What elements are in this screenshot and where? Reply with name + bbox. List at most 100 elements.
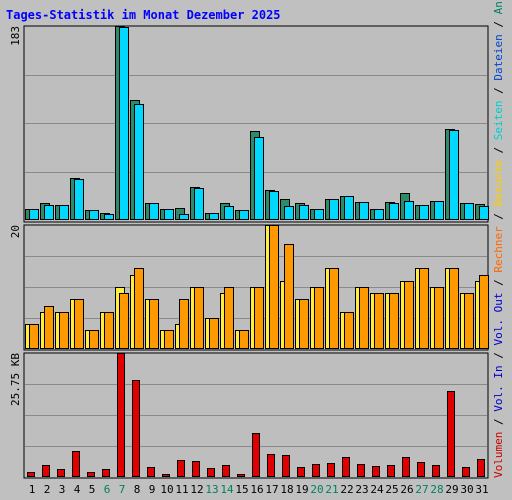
bar-volumen-26 <box>402 457 410 477</box>
x-tick-label-20: 20 <box>310 483 323 496</box>
bar-volumen-31 <box>477 459 485 477</box>
bar-volumen-5 <box>87 472 95 477</box>
bar-volumen-7 <box>117 353 125 477</box>
bar-rechner-7 <box>119 293 129 349</box>
bar-rechner-10 <box>164 330 174 349</box>
legend-segment: / <box>492 14 505 34</box>
bar-volumen-22 <box>342 457 350 477</box>
x-tick-label-1: 1 <box>29 483 36 496</box>
bar-rechner-16 <box>254 287 264 349</box>
bar-seiten-21 <box>329 199 339 220</box>
bar-volumen-2 <box>42 465 50 477</box>
chart-title: Tages-Statistik im Monat Dezember 2025 <box>6 8 281 22</box>
legend-segment: / <box>492 273 505 293</box>
panel2-ymax-label: 20 <box>9 225 22 238</box>
bar-rechner-3 <box>59 312 69 349</box>
legend-segment: / <box>492 206 505 226</box>
x-tick-label-31: 31 <box>475 483 488 496</box>
legend-segment: / <box>492 81 505 101</box>
x-tick-label-25: 25 <box>385 483 398 496</box>
bar-rechner-31 <box>479 275 489 349</box>
bar-volumen-6 <box>102 469 110 477</box>
bar-rechner-22 <box>344 312 354 349</box>
bar-rechner-12 <box>194 287 204 349</box>
x-tick-label-24: 24 <box>370 483 384 496</box>
bar-rechner-30 <box>464 293 474 349</box>
legend-segment: / <box>492 346 505 366</box>
legend-segment: Volumen <box>492 432 505 478</box>
legend-segment: Dateien <box>492 34 505 80</box>
bar-volumen-10 <box>162 474 170 477</box>
bar-rechner-6 <box>104 312 114 349</box>
x-tick-label-22: 22 <box>340 483 353 496</box>
bar-rechner-5 <box>89 330 99 349</box>
bar-seiten-12 <box>194 188 204 220</box>
x-tick-label-6: 6 <box>104 483 111 496</box>
legend-segment: Seiten <box>492 100 505 140</box>
bar-volumen-1 <box>27 472 35 477</box>
bar-rechner-13 <box>209 318 219 349</box>
x-tick-label-26: 26 <box>400 483 413 496</box>
bar-rechner-1 <box>29 324 39 349</box>
bar-volumen-20 <box>312 464 320 477</box>
bar-seiten-8 <box>134 104 144 220</box>
x-tick-label-4: 4 <box>74 483 81 496</box>
bar-seiten-9 <box>149 203 159 220</box>
bar-volumen-3 <box>57 469 65 477</box>
bar-seiten-14 <box>224 206 234 220</box>
bar-volumen-25 <box>387 465 395 477</box>
legend-segment: Vol. In <box>492 365 505 411</box>
bar-seiten-6 <box>104 214 114 220</box>
x-tick-label-7: 7 <box>119 483 126 496</box>
bar-seiten-30 <box>464 203 474 220</box>
x-tick-label-18: 18 <box>280 483 293 496</box>
bar-seiten-11 <box>179 214 189 220</box>
bar-volumen-15 <box>237 474 245 477</box>
bar-rechner-23 <box>359 287 369 349</box>
x-tick-label-12: 12 <box>190 483 203 496</box>
bar-volumen-8 <box>132 380 140 477</box>
bar-rechner-18 <box>284 244 294 349</box>
x-tick-label-16: 16 <box>250 483 263 496</box>
bar-seiten-19 <box>299 205 309 220</box>
legend-segment: Vol. Out <box>492 293 505 346</box>
bar-rechner-17 <box>269 225 279 349</box>
bar-volumen-24 <box>372 466 380 477</box>
bar-volumen-30 <box>462 467 470 477</box>
bar-volumen-18 <box>282 455 290 477</box>
bar-seiten-25 <box>389 203 399 220</box>
bar-seiten-16 <box>254 137 264 220</box>
bar-rechner-2 <box>44 306 54 349</box>
bar-volumen-14 <box>222 465 230 477</box>
bar-seiten-17 <box>269 191 279 220</box>
bar-rechner-24 <box>374 293 384 349</box>
bar-rechner-14 <box>224 287 234 349</box>
x-tick-label-8: 8 <box>134 483 141 496</box>
x-tick-label-10: 10 <box>160 483 173 496</box>
bar-rechner-25 <box>389 293 399 349</box>
legend-segment: Rechner <box>492 226 505 273</box>
label-layer: 183 20 25.75 KB 1 2 3 4 5 6 7 8 9 10 11 12 13 14 15 16 1… <box>9 26 489 496</box>
bar-seiten-27 <box>419 205 429 220</box>
bar-volumen-13 <box>207 468 215 477</box>
panel1-ymax-label: 183 <box>9 26 22 46</box>
x-tick-label-17: 17 <box>265 483 278 496</box>
x-tick-label-11: 11 <box>175 483 188 496</box>
x-tick-label-3: 3 <box>59 483 66 496</box>
bar-seiten-1 <box>29 209 39 220</box>
bar-seiten-15 <box>239 210 249 220</box>
legend-segment: / <box>492 412 505 432</box>
x-tick-label-14: 14 <box>220 483 234 496</box>
bar-volumen-16 <box>252 433 260 477</box>
x-tick-label-23: 23 <box>355 483 368 496</box>
legend-segment: / <box>492 140 505 160</box>
bar-volumen-29 <box>447 391 455 477</box>
bar-seiten-7 <box>119 27 129 220</box>
x-tick-label-30: 30 <box>460 483 473 496</box>
x-tick-label-29: 29 <box>445 483 458 496</box>
bar-seiten-22 <box>344 196 354 220</box>
bar-volumen-11 <box>177 460 185 477</box>
x-tick-label-28: 28 <box>430 483 443 496</box>
x-tick-label-15: 15 <box>235 483 248 496</box>
